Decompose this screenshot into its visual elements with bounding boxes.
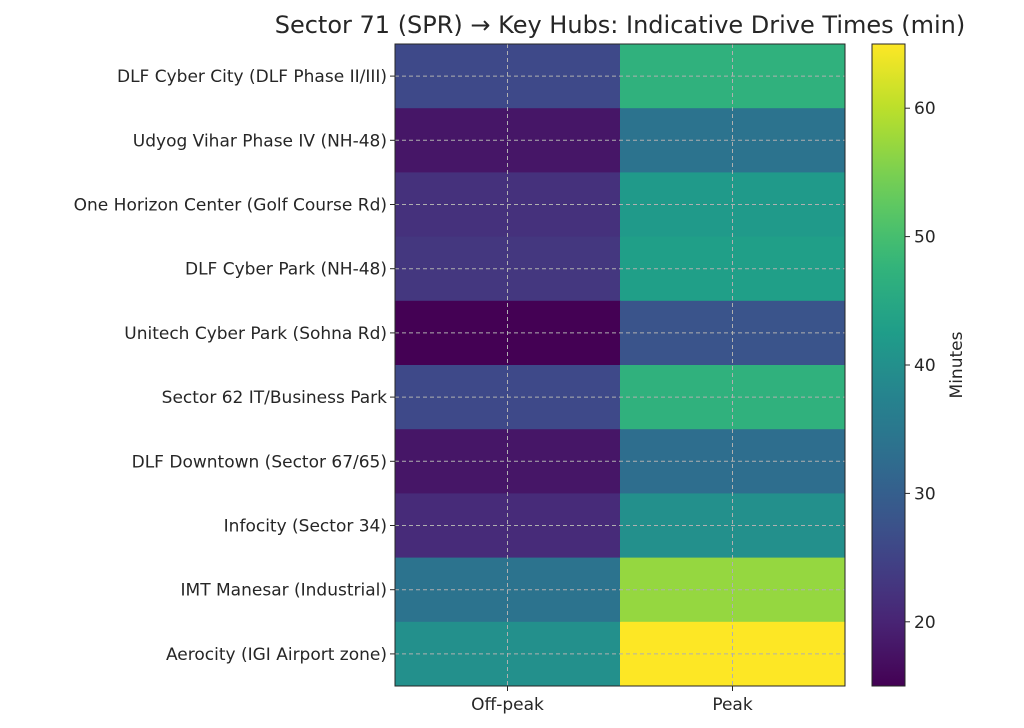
row-label: Aerocity (IGI Airport zone)	[166, 645, 387, 665]
row-label: DLF Downtown (Sector 67/65)	[132, 452, 387, 472]
row-label: One Horizon Center (Golf Course Rd)	[74, 196, 387, 216]
column-label: Peak	[712, 695, 753, 715]
row-label: DLF Cyber City (DLF Phase II/III)	[117, 67, 387, 87]
grid-lines	[395, 44, 845, 686]
colorbar-label: Minutes	[947, 331, 967, 398]
row-label: Sector 62 IT/Business Park	[162, 388, 387, 408]
colorbar	[871, 43, 906, 687]
colorbar-tick-label: 20	[914, 613, 936, 633]
row-label: Unitech Cyber Park (Sohna Rd)	[124, 324, 387, 344]
row-label: Infocity (Sector 34)	[224, 517, 387, 537]
colorbar-tick-label: 40	[914, 356, 936, 376]
colorbar-tick-label: 50	[914, 228, 936, 248]
colorbar-tick-label: 60	[914, 99, 936, 119]
plot-frame	[394, 43, 846, 687]
colorbar-tick-label: 30	[914, 484, 936, 504]
chart-title: Sector 71 (SPR) → Key Hubs: Indicative D…	[275, 11, 966, 39]
row-labels: DLF Cyber City (DLF Phase II/III) Udyog V…	[74, 67, 395, 665]
colorbar-ticks: 20 30 40 50 60	[905, 99, 936, 633]
row-label: Udyog Vihar Phase IV (NH-48)	[133, 131, 387, 151]
column-label: Off-peak	[471, 695, 544, 715]
row-label: IMT Manesar (Industrial)	[181, 581, 387, 601]
column-labels: Off-peak Peak	[471, 686, 753, 715]
row-label: DLF Cyber Park (NH-48)	[185, 260, 387, 280]
